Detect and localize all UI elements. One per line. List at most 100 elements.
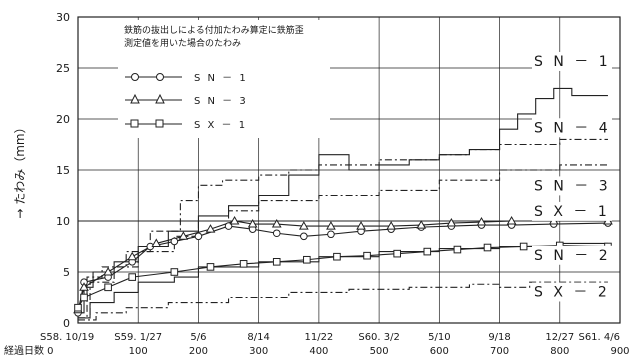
- markers-layer: [73, 215, 613, 317]
- data-point-triangle: [446, 218, 457, 227]
- series-label-mask: [532, 201, 612, 221]
- data-point-triangle: [127, 251, 138, 261]
- x-date-tick-label: S60. 3/2: [358, 332, 400, 343]
- series-line: [78, 242, 608, 319]
- legend-marker-square: [130, 119, 139, 128]
- data-point-triangle: [151, 238, 162, 247]
- legend-note-line1: 鉄筋の抜出しによる付加たわみ算定に鉄筋歪: [124, 24, 304, 36]
- data-point-square: [239, 260, 248, 268]
- x-date-tick-label: S58. 10/19: [40, 332, 94, 343]
- series-end-label: S X － 2: [534, 284, 610, 300]
- series-line: [78, 164, 608, 319]
- legend: 鉄筋の抜出しによる付加たわみ算定に鉄筋歪 測定値を用いた場合のたわみ S N －…: [118, 20, 330, 138]
- y-axis-label: → たわみ（mm）: [13, 121, 27, 218]
- data-point-circle: [327, 230, 335, 239]
- y-tick-label: 5: [63, 266, 70, 279]
- series-label-mask: [532, 118, 612, 138]
- data-point-square: [423, 247, 432, 256]
- y-tick-label: 30: [56, 11, 70, 24]
- x-day-tick-label: 900: [610, 346, 629, 357]
- y-tick-label: 20: [56, 113, 70, 126]
- data-point-square: [333, 252, 341, 261]
- x-day-tick-label: 400: [309, 346, 328, 357]
- y-tick-label: 25: [56, 62, 70, 75]
- x-day-tick-label: 600: [430, 346, 449, 357]
- data-point-square: [104, 283, 112, 292]
- x-date-tick-label: 5/10: [428, 332, 450, 343]
- series-line: [78, 138, 608, 319]
- series-line: [78, 281, 608, 321]
- legend-marker-triangle: [130, 93, 140, 104]
- data-point-square: [519, 242, 528, 251]
- legend-label-sn3: S N － 3: [194, 96, 248, 107]
- y-tick-labels: 0 5 10 15 20 25 30: [56, 11, 70, 330]
- series-line: [77, 220, 608, 310]
- x-date-tick-label: 5/6: [190, 332, 206, 343]
- x-day-tick-label: 700: [490, 346, 509, 357]
- data-point-triangle: [271, 219, 282, 228]
- data-point-square: [453, 245, 462, 254]
- series-end-label: S N － 3: [534, 178, 611, 194]
- data-point-triangle: [229, 215, 240, 225]
- data-point-circle: [194, 232, 203, 241]
- data-point-triangle: [476, 217, 487, 226]
- data-point-triangle: [326, 221, 336, 230]
- series-end-label: S X － 1: [534, 204, 610, 220]
- data-point-triangle: [103, 266, 113, 276]
- x-day-tick-label: 100: [129, 346, 148, 357]
- x-tick-labels: S58. 10/19 S59. 1/27 5/6 8/14 11/22 S60. 3/2 5…: [4, 332, 630, 357]
- data-point-triangle: [205, 224, 216, 233]
- x-day-tick-label: 800: [550, 346, 569, 357]
- series-end-labels: S N － 1 S N － 4 S N － 3 S X － 1 S N － 2 S X －…: [532, 51, 612, 302]
- data-point-triangle: [386, 221, 397, 230]
- series-label-mask: [532, 176, 612, 196]
- data-point-circle: [170, 237, 179, 246]
- x-day-tick-label: 200: [189, 346, 208, 357]
- series-end-label: S N － 2: [534, 248, 611, 264]
- y-tick-label: 15: [56, 164, 70, 177]
- x-date-tick-label: 9/18: [488, 332, 510, 343]
- data-point-square: [128, 273, 136, 281]
- data-point-square: [170, 268, 179, 276]
- data-point-square: [393, 249, 401, 258]
- legend-label-sx1: S X － 1: [194, 120, 247, 131]
- data-point-square: [80, 293, 88, 302]
- series-label-mask: [532, 51, 612, 71]
- x-day-tick-label: 300: [249, 346, 268, 357]
- legend-mask: [118, 20, 330, 138]
- x-date-tick-label: S61. 4/6: [578, 332, 620, 343]
- data-point-triangle: [416, 220, 427, 229]
- series-line: [77, 244, 608, 308]
- data-point-triangle: [79, 282, 89, 291]
- data-point-triangle: [298, 221, 309, 230]
- legend-marker-square: [155, 119, 164, 128]
- series-line: [77, 222, 608, 313]
- data-point-square: [74, 303, 82, 312]
- data-point-triangle: [178, 231, 189, 240]
- x-date-tick-label: S59. 1/27: [114, 332, 162, 343]
- y-tick-label: 10: [56, 215, 70, 228]
- data-point-square: [206, 263, 215, 271]
- series-label-mask: [532, 282, 612, 302]
- data-point-triangle: [247, 219, 258, 228]
- x-date-tick-label: 12/27: [545, 332, 574, 343]
- data-point-square: [303, 255, 311, 264]
- series-end-label: S N － 1: [534, 54, 611, 70]
- y-tick-label: 0: [63, 317, 70, 330]
- data-point-triangle: [356, 221, 366, 230]
- legend-note-line2: 測定値を用いた場合のたわみ: [124, 37, 241, 49]
- data-point-square: [363, 251, 371, 260]
- data-point-circle: [300, 232, 308, 241]
- x-date-tick-label: 8/14: [247, 332, 269, 343]
- legend-label-sn1: S N － 1: [194, 73, 248, 84]
- data-point-square: [272, 258, 281, 266]
- legend-marker-circle: [131, 73, 139, 81]
- x-day-tick-label: 500: [370, 346, 389, 357]
- data-point-triangle: [506, 215, 517, 225]
- series-label-mask: [532, 245, 612, 265]
- series-end-label: S N － 4: [534, 120, 611, 136]
- legend-marker-triangle: [155, 93, 165, 104]
- legend-marker-circle: [156, 73, 164, 81]
- data-point-square: [483, 243, 492, 252]
